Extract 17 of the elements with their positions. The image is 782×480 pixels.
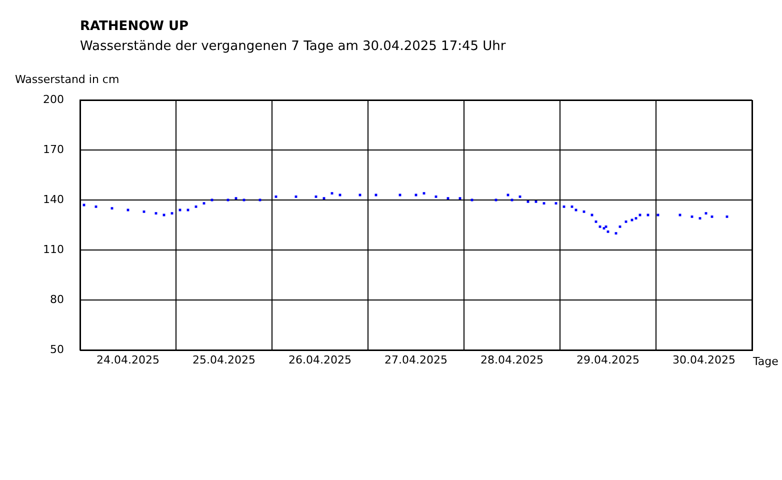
x-tick-label: 27.04.2025	[384, 353, 448, 366]
y-tick-label: 200	[43, 92, 64, 106]
x-tick-label: 25.04.2025	[192, 353, 256, 366]
chart-subtitle: Wasserstände der vergangenen 7 Tage am 30.04.2025 17:45 Uhr	[80, 39, 506, 54]
y-axis-title: Wasserstand in cm	[15, 73, 120, 86]
x-tick-label: 30.04.2025	[672, 353, 736, 366]
y-tick-label: 50	[50, 342, 64, 356]
x-tick-label: 24.04.2025	[96, 353, 160, 366]
y-tick-label: 110	[43, 242, 64, 256]
x-tick-label: 26.04.2025	[288, 353, 352, 366]
y-tick-label: 80	[50, 292, 64, 306]
y-tick-label: 140	[43, 192, 64, 206]
y-tick-label: 170	[43, 142, 64, 156]
x-axis-title: Tage	[753, 355, 778, 368]
x-tick-label: 29.04.2025	[576, 353, 640, 366]
x-tick-label: 28.04.2025	[480, 353, 544, 366]
chart-title: RATHENOW UP	[80, 19, 189, 34]
